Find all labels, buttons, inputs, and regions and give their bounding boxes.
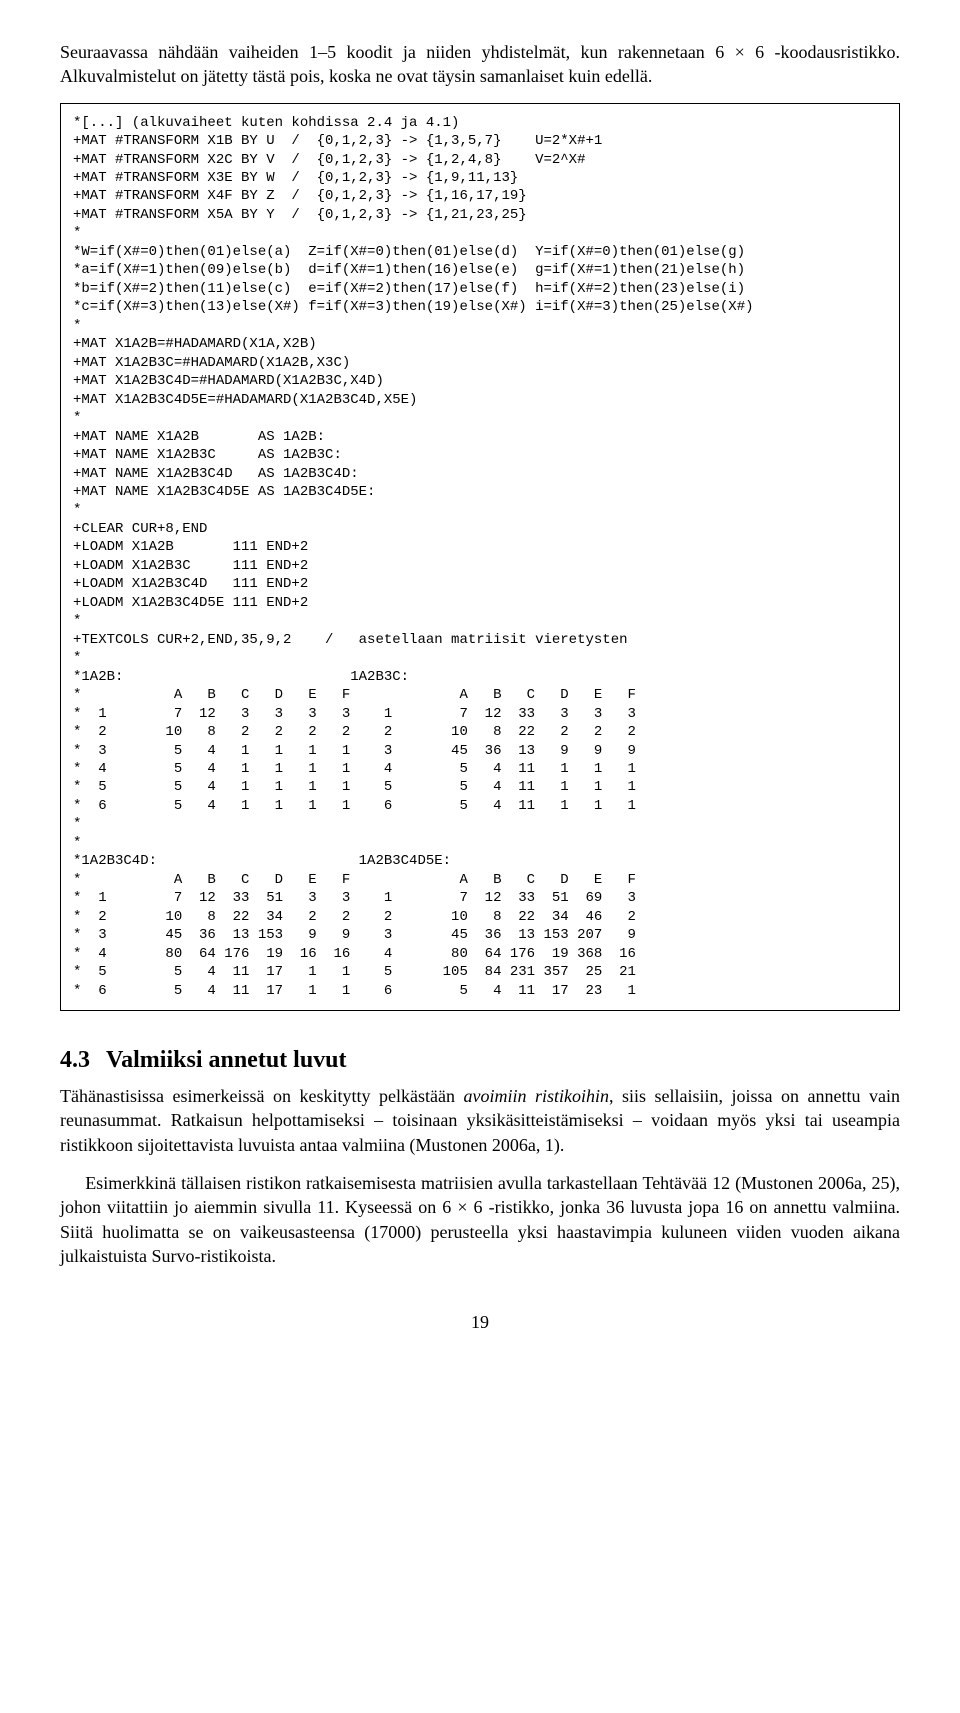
section-paragraph-2: Esimerkkinä tällaisen ristikon ratkaisem… (60, 1171, 900, 1268)
code-listing: *[...] (alkuvaiheet kuten kohdissa 2.4 j… (60, 103, 900, 1012)
section-number: 4.3 (60, 1047, 90, 1073)
section-heading: 4.3 Valmiiksi annetut luvut (60, 1047, 900, 1074)
section-title: Valmiiksi annetut luvut (106, 1047, 347, 1073)
para1-part-a: Tähänastisissa esimerkeissä on keskitytt… (60, 1086, 463, 1106)
section-paragraph-1: Tähänastisissa esimerkeissä on keskitytt… (60, 1084, 900, 1157)
intro-paragraph: Seuraavassa nähdään vaiheiden 1–5 koodit… (60, 40, 900, 89)
page-number: 19 (60, 1312, 900, 1333)
para1-italic: avoimiin ristikoihin (463, 1086, 609, 1106)
